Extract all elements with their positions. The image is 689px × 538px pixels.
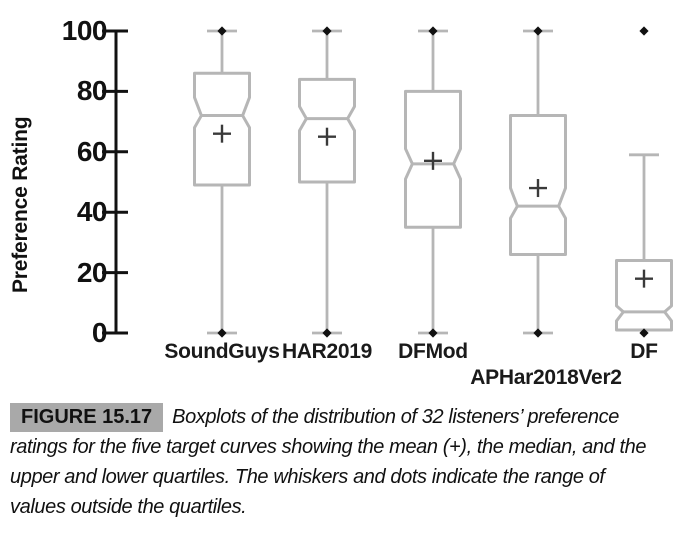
range-dot xyxy=(322,26,332,36)
range-dot xyxy=(533,328,543,338)
range-dot xyxy=(322,328,332,338)
category-label-APHar2018Ver2: APHar2018Ver2 xyxy=(470,366,622,389)
range-dot xyxy=(217,26,227,36)
category-label-DF: DF xyxy=(630,340,658,363)
range-dot xyxy=(639,26,649,36)
category-label-HAR2019: HAR2019 xyxy=(281,340,373,363)
range-dot xyxy=(533,26,543,36)
range-dot xyxy=(217,328,227,338)
y-tick-label: 100 xyxy=(61,15,108,46)
figure-caption-text: Boxplots of the distribution of 32 liste… xyxy=(10,406,647,518)
range-dot xyxy=(428,328,438,338)
y-tick-label: 20 xyxy=(76,256,108,288)
figure-caption: FIGURE 15.17 Boxplots of the distribution… xyxy=(10,402,662,522)
y-tick-label: 80 xyxy=(76,75,108,107)
category-label-SoundGuys: SoundGuys xyxy=(164,340,280,363)
range-dot xyxy=(428,26,438,36)
range-dot xyxy=(639,328,649,338)
chart-area: Preference Rating 0 20 40 60 80 100 SoundGuys H… xyxy=(9,15,673,389)
y-tick-label: 60 xyxy=(76,135,108,167)
category-label-DFMod: DFMod xyxy=(398,340,468,363)
figure-label: FIGURE 15.17 xyxy=(10,403,164,432)
y-tick-label: 40 xyxy=(76,196,108,228)
boxplot-svg xyxy=(102,26,673,338)
y-tick-label: 0 xyxy=(91,317,108,348)
